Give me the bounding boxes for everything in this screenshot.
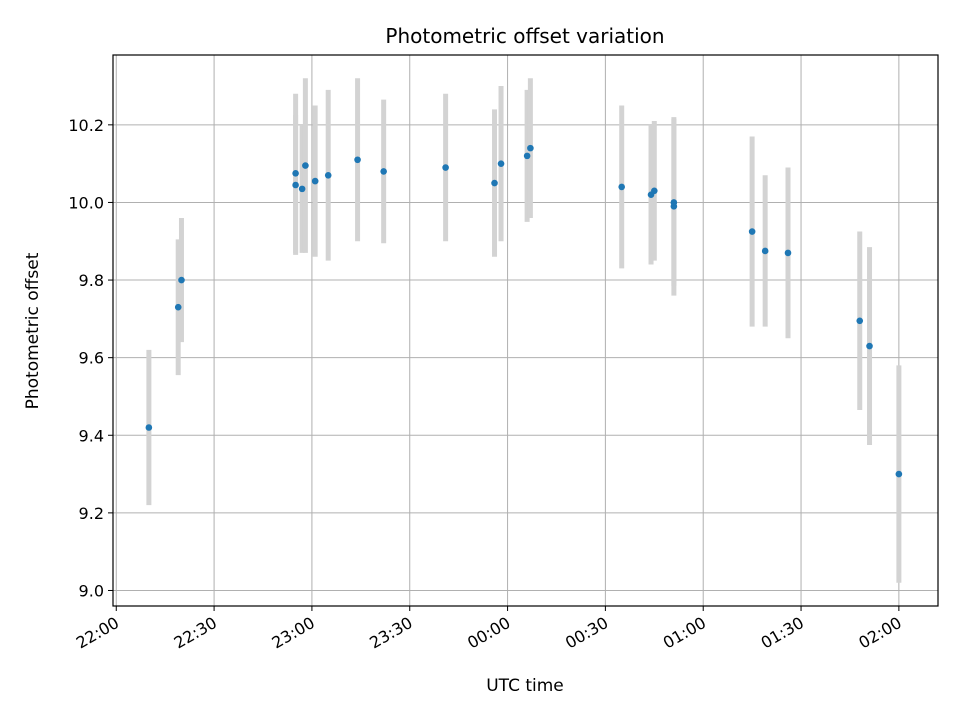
- y-axis-title: Photometric offset: [23, 252, 43, 409]
- data-point: [442, 164, 449, 171]
- data-point: [856, 317, 864, 325]
- data-point: [302, 162, 309, 169]
- data-point: [298, 185, 306, 193]
- y-tick-label: 9.2: [79, 504, 104, 523]
- data-point: [866, 342, 873, 350]
- data-point: [527, 144, 534, 152]
- data-point: [761, 247, 769, 255]
- data-point: [292, 170, 299, 177]
- data-point: [178, 276, 185, 284]
- grid: [113, 55, 938, 606]
- data-point: [145, 424, 153, 431]
- y-tick-label: 9.8: [79, 271, 104, 290]
- chart-title: Photometric offset variation: [385, 24, 664, 48]
- data-point: [354, 156, 361, 164]
- y-tick-label: 10.0: [68, 193, 104, 212]
- points: [145, 144, 903, 478]
- data-point: [670, 199, 678, 206]
- y-tick-label: 9.6: [79, 349, 104, 368]
- data-point: [784, 249, 792, 257]
- data-point: [618, 183, 625, 191]
- data-point: [491, 179, 498, 187]
- data-point: [174, 303, 182, 311]
- plot-frame: [112, 54, 939, 607]
- y-tick-label: 9.4: [79, 426, 104, 445]
- data-point: [748, 228, 756, 235]
- y-axis: 9.0 9.2 9.4 9.6 9.8 10.0 10.2: [68, 116, 113, 600]
- data-point: [311, 177, 319, 185]
- data-point: [324, 171, 332, 179]
- y-tick-label: 9.0: [79, 581, 104, 600]
- data-point: [497, 160, 505, 167]
- data-point: [895, 470, 903, 478]
- x-axis-title: UTC time: [486, 676, 564, 696]
- data-point: [651, 187, 658, 195]
- y-tick-label: 10.2: [68, 116, 104, 135]
- data-point: [292, 181, 299, 189]
- data-point: [380, 168, 387, 175]
- data-point: [523, 152, 531, 160]
